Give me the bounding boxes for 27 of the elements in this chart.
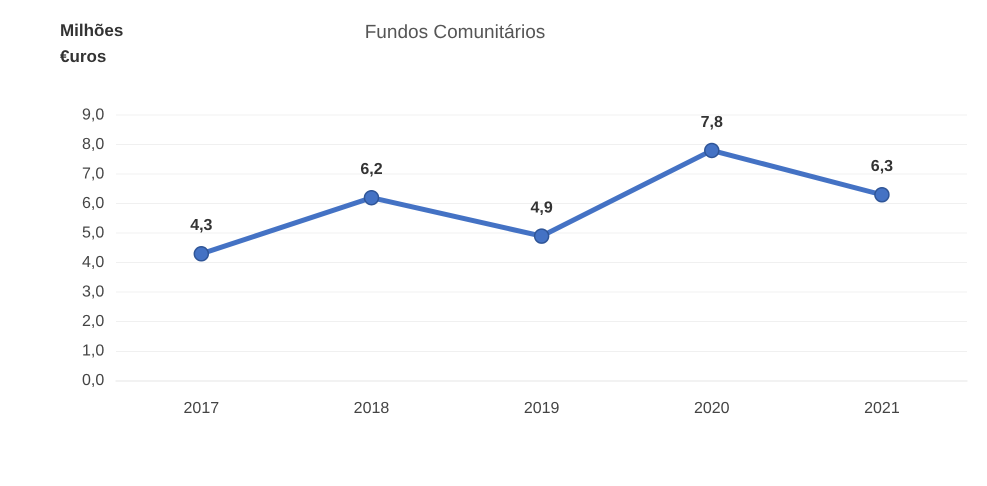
text: 6,3 [870,158,894,176]
y-tick-label: 4,0 [82,254,104,272]
point [194,246,210,262]
x-tick-label: 2019 [524,400,560,417]
y-axis-title: Milhões €uros [60,20,124,68]
text: 4,9 [530,199,553,216]
y-tick-label: 6,0 [82,195,104,212]
y-tick-label: 8,0 [82,136,104,153]
point [534,228,550,244]
point [874,186,890,202]
x-tick-label: 2021 [864,400,900,417]
y-tick-label: 0,0 [82,372,104,390]
y-tick-label: 7,0 [82,165,104,182]
x-tick-label: 2018 [354,400,390,417]
y-tick-label: 1,0 [82,342,104,360]
y-tick-label: 5,0 [82,224,104,242]
x-tick-label: 2020 [694,400,730,417]
y-tick-label: 2,0 [82,313,104,330]
text: 6,2 [360,161,383,178]
point [704,142,720,158]
text: 4,3 [190,217,212,234]
chart-title: Fundos Comunitários [364,22,546,44]
x-tick-label: 2017 [184,400,220,417]
text: 7,8 [700,114,723,131]
y-tick-label: 9,0 [82,106,104,124]
y-tick-label: 3,0 [82,284,104,301]
point [364,190,380,206]
